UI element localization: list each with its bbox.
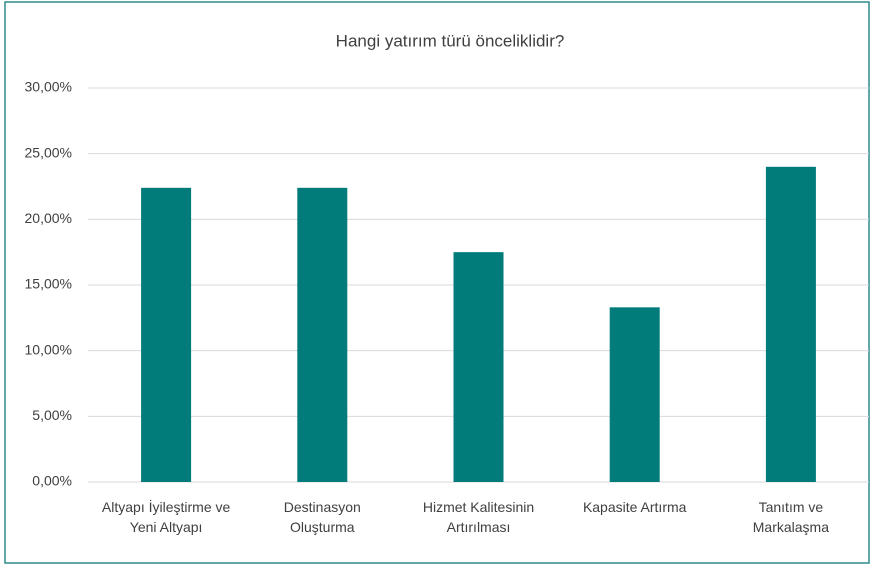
y-tick-label: 25,00% [25,144,72,160]
bar [141,187,192,482]
x-tick-label: Destinasyon Oluşturma [284,499,361,535]
x-tick-label-line: Altyapı İyileştirme ve [102,498,231,515]
chart-border [4,1,870,564]
x-tick-label: Altyapı İyileştirme ve Yeni Altyapı [102,498,231,535]
bar [765,166,816,483]
bar [453,252,504,482]
x-tick-label-line: Artırılması [447,519,511,535]
y-tick-label: 30,00% [25,79,72,95]
y-tick-label: 5,00% [32,407,72,423]
x-tick-label: Kapasite Artırma [583,499,687,515]
x-tick-label-line: Markalaşma [753,519,829,535]
chart-title: Hangi yatırım türü önceliklidir? [336,31,565,50]
x-tick-label-line: Destinasyon [284,499,361,515]
x-tick-label-line: Kapasite Artırma [583,499,687,515]
x-tick-label: Hizmet Kalitesinin Artırılması [423,499,534,535]
x-tick-label-line: Yeni Altyapı [130,519,203,535]
x-tick-label: Tanıtım ve Markalaşma [753,499,829,535]
y-tick-label: 15,00% [25,276,72,292]
x-tick-label-line: Tanıtım ve [759,499,824,515]
y-tick-label: 0,00% [32,473,72,489]
bar [297,187,348,482]
y-tick-label: 10,00% [25,341,72,357]
x-tick-label-line: Oluşturma [290,519,355,535]
x-tick-label-line: Hizmet Kalitesinin [423,499,534,515]
bar [609,307,660,482]
y-tick-label: 20,00% [25,210,72,226]
